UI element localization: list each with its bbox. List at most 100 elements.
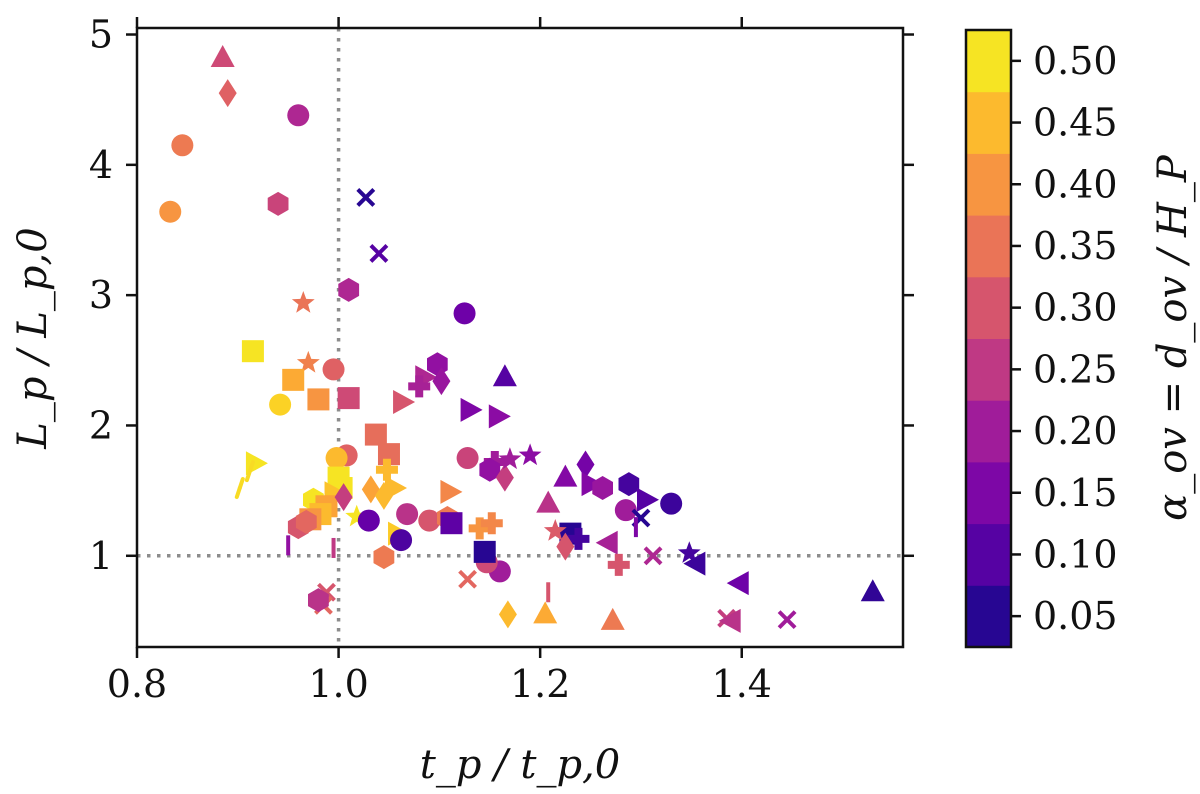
data-point-circle bbox=[660, 492, 683, 515]
data-point-triangle bbox=[600, 607, 625, 630]
data-point-hexagon bbox=[308, 588, 329, 613]
data-point-plus bbox=[408, 375, 431, 398]
data-point-tri bbox=[234, 477, 245, 500]
data-point-square bbox=[440, 512, 463, 535]
colorbar-tick-label: 0.20 bbox=[1033, 409, 1118, 453]
colorbar-segment bbox=[966, 523, 1011, 586]
data-point-diamond bbox=[218, 79, 237, 108]
data-point-triangle-left bbox=[726, 571, 749, 596]
colorbar-tick-label: 0.10 bbox=[1033, 532, 1118, 576]
data-point-triangle-right bbox=[440, 479, 463, 504]
colorbar-tick-label: 0.40 bbox=[1033, 162, 1118, 206]
colorbar-segment bbox=[966, 585, 1011, 648]
colorbar-segment bbox=[966, 400, 1011, 463]
data-point-diamond bbox=[495, 463, 514, 492]
data-point-triangle-right bbox=[488, 404, 511, 429]
data-point-plus bbox=[480, 512, 503, 535]
data-point-triangle-right bbox=[385, 476, 408, 501]
colorbar-tick-label: 0.45 bbox=[1033, 101, 1118, 145]
x-axis-ticks: 0.8 1.0 1.2 1.4 bbox=[107, 17, 772, 706]
data-point-circle bbox=[418, 509, 441, 532]
data-point-hexagon bbox=[267, 191, 289, 216]
data-point-x bbox=[369, 244, 389, 263]
colorbar-tick-label: 0.25 bbox=[1033, 347, 1118, 391]
data-point-triangle-right bbox=[636, 487, 659, 512]
data-point-triangle-left bbox=[595, 530, 618, 555]
colorbar-tick-label: 0.15 bbox=[1033, 471, 1118, 515]
data-point-circle bbox=[396, 503, 419, 526]
colorbar-tick-label: 0.35 bbox=[1033, 224, 1118, 268]
x-axis-label: t_p / t_p,0 bbox=[420, 742, 620, 788]
data-point-circle bbox=[171, 134, 194, 157]
data-point-circle bbox=[357, 509, 380, 532]
data-point-circle bbox=[325, 447, 348, 470]
data-point-star bbox=[518, 443, 542, 466]
data-point-triangle-left bbox=[683, 551, 706, 576]
data-point-triangle-left bbox=[718, 608, 741, 633]
data-point-circle bbox=[269, 393, 292, 416]
data-point-hexagon bbox=[479, 457, 501, 482]
data-point-diamond bbox=[576, 450, 595, 479]
data-point-square bbox=[337, 387, 360, 410]
colorbar-tick-label: 0.30 bbox=[1033, 286, 1118, 330]
data-point-square bbox=[241, 340, 264, 363]
data-point-circle bbox=[453, 302, 476, 325]
data-point-circle bbox=[287, 104, 310, 127]
data-point-triangle bbox=[860, 579, 885, 602]
data-point-hexagon bbox=[618, 472, 640, 497]
y-tick-label: 1 bbox=[89, 534, 113, 578]
colorbar-label: α_ov = d_ov / H_P bbox=[1150, 154, 1196, 521]
data-point-plus bbox=[607, 553, 630, 576]
colorbar-segment bbox=[966, 30, 1011, 93]
colorbar-segment bbox=[966, 276, 1011, 339]
data-point-tri bbox=[244, 460, 255, 483]
plot-frame bbox=[135, 26, 905, 649]
data-point-circle bbox=[322, 358, 345, 381]
data-point-star bbox=[296, 350, 320, 373]
y-tick-label: 3 bbox=[89, 273, 113, 317]
data-point-diamond bbox=[432, 367, 451, 396]
colorbar: 0.05 0.10 0.15 0.20 0.25 0.30 0.35 0.40 0.45 0.50 bbox=[964, 28, 1118, 649]
data-point-diamond bbox=[334, 483, 353, 512]
colorbar-segment bbox=[966, 338, 1011, 401]
data-point-x bbox=[777, 610, 797, 630]
data-point-triangle bbox=[210, 44, 235, 67]
data-point-square bbox=[282, 368, 305, 391]
reference-lines bbox=[137, 28, 903, 647]
data-point-circle bbox=[614, 499, 637, 522]
data-point-triangle-right bbox=[460, 397, 483, 422]
data-point-plus bbox=[567, 527, 590, 550]
data-point-hexagon bbox=[295, 509, 317, 534]
data-point-circle bbox=[456, 447, 479, 470]
data-point-plus bbox=[375, 458, 398, 481]
data-point-square bbox=[307, 388, 330, 411]
y-tick-label: 2 bbox=[89, 403, 113, 447]
data-point-x bbox=[356, 187, 376, 207]
data-point-hexagon bbox=[338, 277, 360, 302]
colorbar-segment bbox=[966, 153, 1011, 216]
data-point-triangle bbox=[536, 490, 561, 513]
data-point-circle bbox=[159, 200, 182, 223]
data-point-x bbox=[458, 569, 478, 589]
plot-background bbox=[137, 28, 903, 647]
y-tick-label: 5 bbox=[89, 13, 113, 57]
data-point-diamond bbox=[498, 600, 517, 629]
data-point-star bbox=[345, 504, 369, 527]
colorbar-tick-label: 0.05 bbox=[1033, 594, 1118, 638]
data-point-triangle-right bbox=[393, 390, 416, 415]
colorbar-tick-label: 0.50 bbox=[1033, 39, 1118, 83]
data-point-triangle bbox=[553, 464, 578, 487]
x-tick-label: 0.8 bbox=[107, 662, 167, 706]
data-point-triangle bbox=[492, 364, 517, 387]
data-points bbox=[159, 44, 885, 633]
data-point-star bbox=[543, 519, 567, 541]
data-point-star bbox=[498, 447, 522, 470]
x-tick-label: 1.0 bbox=[308, 662, 368, 706]
data-point-x bbox=[643, 546, 663, 566]
colorbar-segment bbox=[966, 215, 1011, 278]
data-point-square bbox=[473, 540, 496, 563]
y-axis-ticks: 1 2 3 4 5 bbox=[89, 13, 914, 578]
data-point-hexagon bbox=[592, 476, 613, 500]
y-tick-label: 4 bbox=[89, 143, 113, 187]
